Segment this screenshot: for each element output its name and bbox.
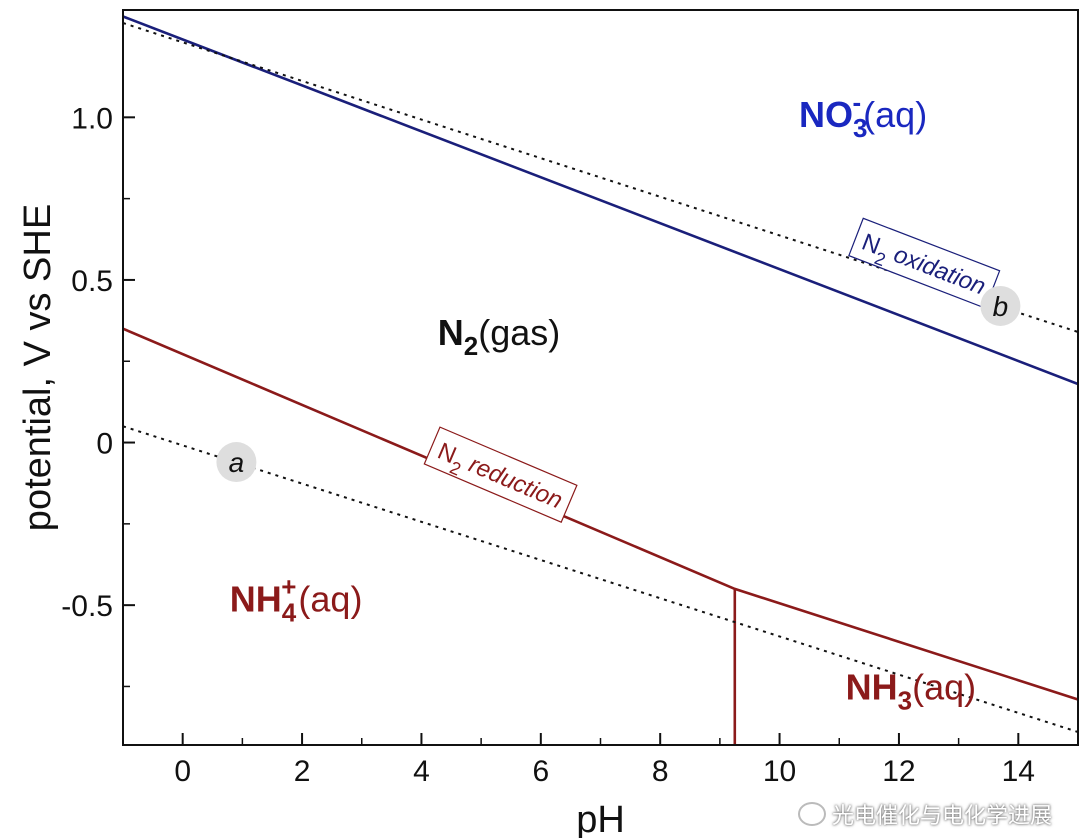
- y-tick-label: 1.0: [71, 102, 113, 135]
- y-axis-title: potential, V vs SHE: [17, 204, 59, 531]
- region-label-nh3: NH3(aq): [846, 666, 977, 715]
- svg-text:N2 oxidation: N2 oxidation: [856, 229, 990, 307]
- y-tick-label: 0.5: [71, 265, 113, 298]
- x-tick-label: 0: [174, 755, 191, 788]
- x-tick-label: 10: [763, 755, 796, 788]
- annotations: N2 oxidation N2 reduction a b NO3-(aq) N2(gas…: [216, 87, 1021, 715]
- y-tick-label: -0.5: [61, 590, 113, 623]
- x-tick-label: 4: [413, 755, 430, 788]
- n2-oxidation-label: N2 oxidation: [848, 217, 1001, 309]
- plot-area: [123, 15, 1078, 745]
- x-tick-label: 2: [294, 755, 311, 788]
- x-axis-title: pH: [576, 799, 625, 838]
- svg-text:b: b: [993, 291, 1009, 322]
- x-tick-label: 12: [882, 755, 915, 788]
- axis-ticks: 0 2 4 6 8 10 12 14 1.0 0.5 0 -0.5: [61, 102, 1079, 788]
- series-n2-oxidation: [123, 15, 1078, 386]
- plot-frame: [122, 9, 1079, 746]
- x-tick-label: 8: [652, 755, 669, 788]
- region-label-no3: NO3-(aq): [799, 87, 927, 143]
- watermark-text: 光电催化与电化学进展: [831, 804, 1052, 829]
- x-tick-label: 6: [532, 755, 549, 788]
- region-label-nh4: NH4+(aq): [230, 572, 363, 628]
- watermark: 光电催化与电化学进展: [797, 798, 1052, 830]
- y-tick-label: 0: [96, 428, 113, 461]
- svg-text:a: a: [229, 447, 245, 478]
- series-n2-reduction: [123, 327, 1078, 701]
- marker-b: b: [980, 285, 1021, 326]
- n2-reduction-label: N2 reduction: [423, 426, 578, 523]
- marker-a: a: [216, 442, 257, 483]
- region-label-n2: N2(gas): [438, 312, 561, 361]
- x-tick-label: 14: [1002, 755, 1035, 788]
- wechat-icon: [797, 802, 826, 826]
